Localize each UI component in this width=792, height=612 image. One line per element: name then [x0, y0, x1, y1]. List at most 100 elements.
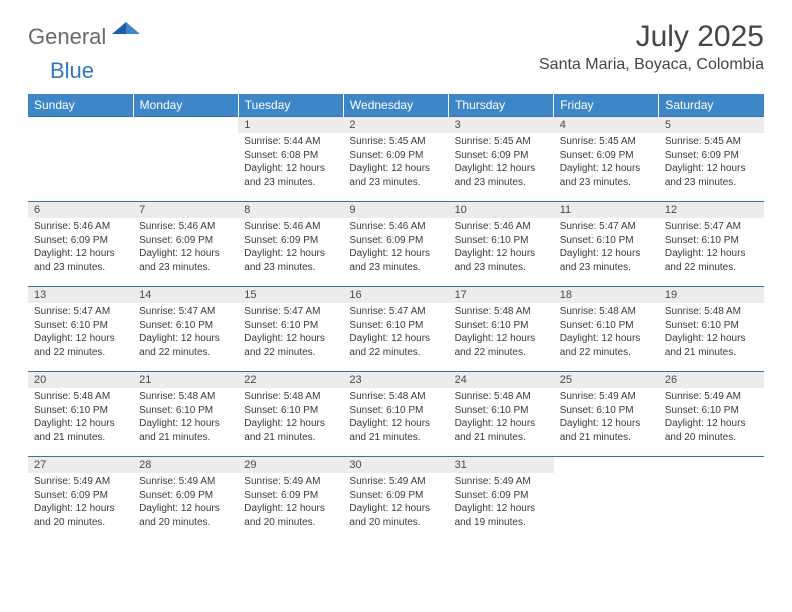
- calendar-cell: 1Sunrise: 5:44 AMSunset: 6:08 PMDaylight…: [238, 117, 343, 202]
- calendar-cell: 15Sunrise: 5:47 AMSunset: 6:10 PMDayligh…: [238, 287, 343, 372]
- day-number: 15: [238, 287, 343, 303]
- calendar-cell: 11Sunrise: 5:47 AMSunset: 6:10 PMDayligh…: [554, 202, 659, 287]
- brand-mark-icon: [112, 20, 140, 43]
- calendar-cell: 10Sunrise: 5:46 AMSunset: 6:10 PMDayligh…: [449, 202, 554, 287]
- weekday-header: Sunday: [28, 94, 133, 117]
- day-details: Sunrise: 5:46 AMSunset: 6:10 PMDaylight:…: [449, 218, 554, 278]
- day-details: Sunrise: 5:45 AMSunset: 6:09 PMDaylight:…: [343, 133, 448, 193]
- weekday-header: Thursday: [449, 94, 554, 117]
- day-details: Sunrise: 5:48 AMSunset: 6:10 PMDaylight:…: [449, 388, 554, 448]
- location-text: Santa Maria, Boyaca, Colombia: [539, 56, 764, 74]
- calendar-cell: 20Sunrise: 5:48 AMSunset: 6:10 PMDayligh…: [28, 372, 133, 457]
- calendar-row: 27Sunrise: 5:49 AMSunset: 6:09 PMDayligh…: [28, 457, 764, 542]
- weekday-header: Saturday: [659, 94, 764, 117]
- day-details: Sunrise: 5:48 AMSunset: 6:10 PMDaylight:…: [449, 303, 554, 363]
- day-details: Sunrise: 5:49 AMSunset: 6:09 PMDaylight:…: [449, 473, 554, 533]
- calendar-cell: 21Sunrise: 5:48 AMSunset: 6:10 PMDayligh…: [133, 372, 238, 457]
- day-number: 22: [238, 372, 343, 388]
- calendar-cell: 27Sunrise: 5:49 AMSunset: 6:09 PMDayligh…: [28, 457, 133, 542]
- weekday-header: Monday: [133, 94, 238, 117]
- calendar-cell: 12Sunrise: 5:47 AMSunset: 6:10 PMDayligh…: [659, 202, 764, 287]
- day-details: Sunrise: 5:45 AMSunset: 6:09 PMDaylight:…: [449, 133, 554, 193]
- day-number: 11: [554, 202, 659, 218]
- calendar-row: 13Sunrise: 5:47 AMSunset: 6:10 PMDayligh…: [28, 287, 764, 372]
- day-number: 27: [28, 457, 133, 473]
- calendar-cell: [554, 457, 659, 542]
- day-number: 25: [554, 372, 659, 388]
- day-number: 7: [133, 202, 238, 218]
- day-details: Sunrise: 5:49 AMSunset: 6:09 PMDaylight:…: [343, 473, 448, 533]
- day-number: 14: [133, 287, 238, 303]
- day-details: Sunrise: 5:47 AMSunset: 6:10 PMDaylight:…: [659, 218, 764, 278]
- calendar-cell: 9Sunrise: 5:46 AMSunset: 6:09 PMDaylight…: [343, 202, 448, 287]
- day-number: 8: [238, 202, 343, 218]
- calendar-cell: 5Sunrise: 5:45 AMSunset: 6:09 PMDaylight…: [659, 117, 764, 202]
- calendar-page: General July 2025 Santa Maria, Boyaca, C…: [0, 0, 792, 561]
- calendar-table: SundayMondayTuesdayWednesdayThursdayFrid…: [28, 94, 764, 541]
- weekday-header: Tuesday: [238, 94, 343, 117]
- day-details: Sunrise: 5:46 AMSunset: 6:09 PMDaylight:…: [238, 218, 343, 278]
- day-number: 10: [449, 202, 554, 218]
- day-details: Sunrise: 5:48 AMSunset: 6:10 PMDaylight:…: [659, 303, 764, 363]
- weekday-header: Wednesday: [343, 94, 448, 117]
- day-details: Sunrise: 5:48 AMSunset: 6:10 PMDaylight:…: [133, 388, 238, 448]
- day-number: 28: [133, 457, 238, 473]
- day-number: 18: [554, 287, 659, 303]
- day-details: Sunrise: 5:48 AMSunset: 6:10 PMDaylight:…: [554, 303, 659, 363]
- day-details: Sunrise: 5:49 AMSunset: 6:10 PMDaylight:…: [554, 388, 659, 448]
- calendar-row: 20Sunrise: 5:48 AMSunset: 6:10 PMDayligh…: [28, 372, 764, 457]
- day-details: Sunrise: 5:49 AMSunset: 6:10 PMDaylight:…: [659, 388, 764, 448]
- calendar-row: 1Sunrise: 5:44 AMSunset: 6:08 PMDaylight…: [28, 117, 764, 202]
- day-number: 17: [449, 287, 554, 303]
- day-details: Sunrise: 5:48 AMSunset: 6:10 PMDaylight:…: [238, 388, 343, 448]
- day-details: Sunrise: 5:48 AMSunset: 6:10 PMDaylight:…: [343, 388, 448, 448]
- day-number: 2: [343, 117, 448, 133]
- weekday-header: Friday: [554, 94, 659, 117]
- day-number: 6: [28, 202, 133, 218]
- calendar-cell: 3Sunrise: 5:45 AMSunset: 6:09 PMDaylight…: [449, 117, 554, 202]
- calendar-cell: 23Sunrise: 5:48 AMSunset: 6:10 PMDayligh…: [343, 372, 448, 457]
- calendar-body: 1Sunrise: 5:44 AMSunset: 6:08 PMDaylight…: [28, 117, 764, 542]
- calendar-cell: 14Sunrise: 5:47 AMSunset: 6:10 PMDayligh…: [133, 287, 238, 372]
- calendar-cell: [133, 117, 238, 202]
- brand-text-1: General: [28, 24, 106, 50]
- day-number: 20: [28, 372, 133, 388]
- calendar-cell: 30Sunrise: 5:49 AMSunset: 6:09 PMDayligh…: [343, 457, 448, 542]
- day-details: Sunrise: 5:49 AMSunset: 6:09 PMDaylight:…: [238, 473, 343, 533]
- day-number: 21: [133, 372, 238, 388]
- day-details: Sunrise: 5:47 AMSunset: 6:10 PMDaylight:…: [28, 303, 133, 363]
- day-details: Sunrise: 5:47 AMSunset: 6:10 PMDaylight:…: [238, 303, 343, 363]
- calendar-cell: 8Sunrise: 5:46 AMSunset: 6:09 PMDaylight…: [238, 202, 343, 287]
- calendar-cell: [28, 117, 133, 202]
- calendar-cell: [659, 457, 764, 542]
- brand-text-2: Blue: [50, 58, 94, 83]
- day-number: 4: [554, 117, 659, 133]
- month-title: July 2025: [539, 20, 764, 54]
- day-number: 26: [659, 372, 764, 388]
- day-number: 12: [659, 202, 764, 218]
- day-number: 30: [343, 457, 448, 473]
- day-details: Sunrise: 5:46 AMSunset: 6:09 PMDaylight:…: [343, 218, 448, 278]
- calendar-cell: 29Sunrise: 5:49 AMSunset: 6:09 PMDayligh…: [238, 457, 343, 542]
- day-number: 23: [343, 372, 448, 388]
- calendar-cell: 28Sunrise: 5:49 AMSunset: 6:09 PMDayligh…: [133, 457, 238, 542]
- calendar-cell: 24Sunrise: 5:48 AMSunset: 6:10 PMDayligh…: [449, 372, 554, 457]
- day-number: 19: [659, 287, 764, 303]
- day-details: Sunrise: 5:47 AMSunset: 6:10 PMDaylight:…: [554, 218, 659, 278]
- day-details: Sunrise: 5:47 AMSunset: 6:10 PMDaylight:…: [133, 303, 238, 363]
- day-number: 31: [449, 457, 554, 473]
- calendar-cell: 6Sunrise: 5:46 AMSunset: 6:09 PMDaylight…: [28, 202, 133, 287]
- day-number: 5: [659, 117, 764, 133]
- calendar-cell: 17Sunrise: 5:48 AMSunset: 6:10 PMDayligh…: [449, 287, 554, 372]
- day-details: Sunrise: 5:49 AMSunset: 6:09 PMDaylight:…: [133, 473, 238, 533]
- calendar-cell: 22Sunrise: 5:48 AMSunset: 6:10 PMDayligh…: [238, 372, 343, 457]
- calendar-cell: 19Sunrise: 5:48 AMSunset: 6:10 PMDayligh…: [659, 287, 764, 372]
- brand-logo: General: [28, 24, 142, 50]
- calendar-cell: 18Sunrise: 5:48 AMSunset: 6:10 PMDayligh…: [554, 287, 659, 372]
- calendar-cell: 25Sunrise: 5:49 AMSunset: 6:10 PMDayligh…: [554, 372, 659, 457]
- title-block: July 2025 Santa Maria, Boyaca, Colombia: [539, 20, 764, 74]
- calendar-head: SundayMondayTuesdayWednesdayThursdayFrid…: [28, 94, 764, 117]
- day-details: Sunrise: 5:45 AMSunset: 6:09 PMDaylight:…: [659, 133, 764, 193]
- calendar-cell: 31Sunrise: 5:49 AMSunset: 6:09 PMDayligh…: [449, 457, 554, 542]
- day-number: 16: [343, 287, 448, 303]
